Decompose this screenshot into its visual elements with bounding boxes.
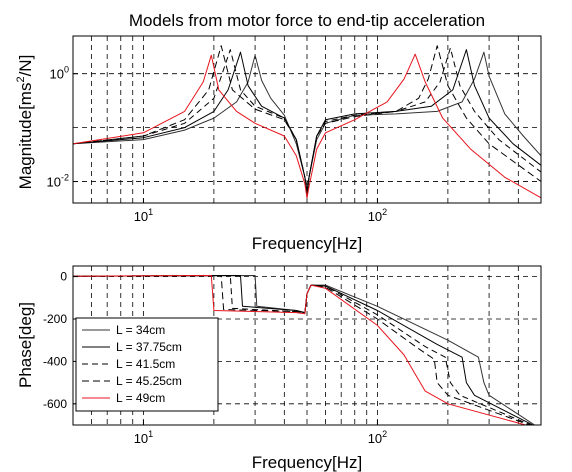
ylabel-prefix: Magnitude[ms	[16, 83, 35, 190]
ylabel-superscript: 2	[15, 76, 27, 82]
phase-chart: 101 102 0 -200 -400 -600 Frequency[Hz] Phase[…	[16, 265, 542, 472]
phase-axes-box	[72, 265, 542, 426]
magnitude-series	[73, 45, 541, 199]
y-tick-label: 100	[50, 65, 69, 82]
legend-label: L = 37.75cm	[116, 340, 182, 354]
y-tick-label: -200	[43, 312, 67, 326]
phase-ylabel: Phase[deg]	[16, 302, 35, 388]
magnitude-xlabel: Frequency[Hz]	[252, 234, 363, 253]
x-tick-label: 102	[368, 429, 387, 446]
x-tick-label: 102	[368, 207, 387, 224]
y-tick-label: 10-2	[47, 173, 69, 190]
legend-box	[75, 317, 219, 412]
phase-xlabel: Frequency[Hz]	[252, 453, 363, 472]
magnitude-chart: Models from motor force to end-tip accel…	[15, 11, 542, 253]
series-line-5	[73, 275, 528, 425]
series-line-5	[73, 53, 541, 199]
legend-label: L = 45.25cm	[116, 374, 182, 388]
x-tick-label: 101	[134, 429, 153, 446]
y-tick-label: -400	[43, 354, 67, 368]
magnitude-ticks: 101 102 10-2 100	[47, 65, 388, 224]
series-line-2	[73, 275, 534, 425]
series-line-3	[73, 275, 533, 425]
magnitude-ylabel: Magnitude[ms2/N]	[15, 55, 35, 190]
x-tick-label: 101	[134, 207, 153, 224]
legend-label: L = 34cm	[116, 323, 165, 337]
series-line-4	[73, 45, 541, 199]
chart-title: Models from motor force to end-tip accel…	[129, 11, 485, 30]
legend-label: L = 41.5cm	[116, 357, 175, 371]
legend: L = 34cm L = 37.75cm L = 41.5cm L = 45.25cm…	[75, 317, 219, 412]
phase-series	[73, 275, 536, 425]
y-tick-label: 0	[60, 270, 67, 284]
ylabel-suffix: /N]	[16, 55, 35, 77]
series-line-4	[73, 275, 531, 425]
legend-label: L = 49cm	[116, 391, 165, 405]
y-tick-label: -600	[43, 397, 67, 411]
magnitude-grid	[73, 36, 541, 203]
magnitude-axes-box	[72, 35, 542, 204]
phase-ticks: 101 102 0 -200 -400 -600	[43, 270, 387, 446]
